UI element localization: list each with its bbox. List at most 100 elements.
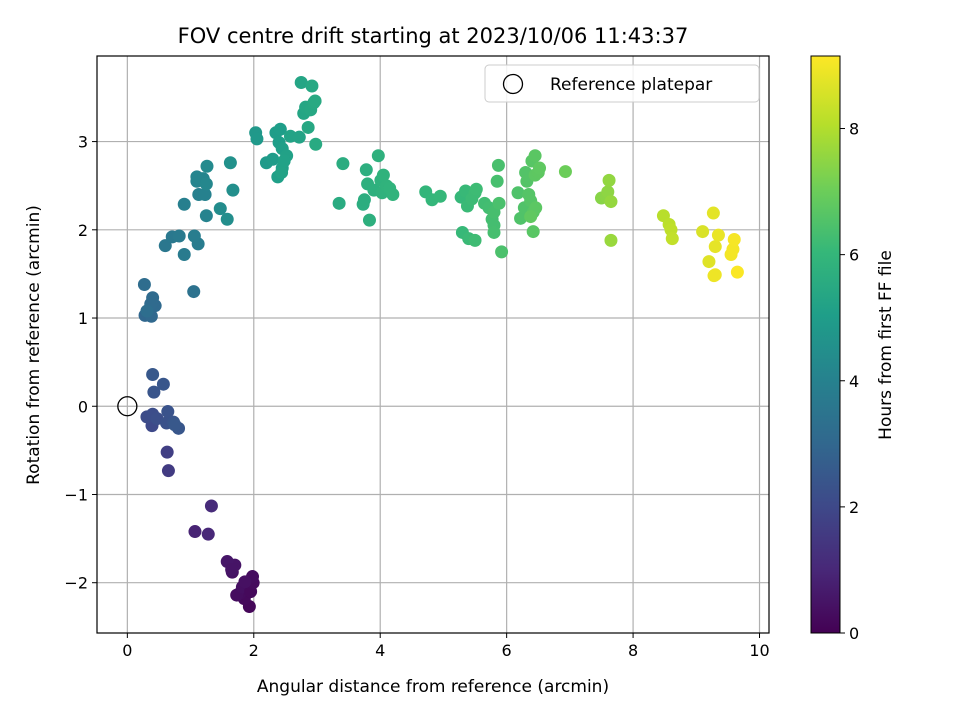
data-point bbox=[204, 499, 218, 513]
data-point bbox=[172, 229, 186, 243]
x-tick-label: 2 bbox=[249, 641, 259, 660]
y-tick-label: 0 bbox=[78, 397, 88, 416]
data-point bbox=[708, 268, 722, 282]
x-tick-label: 0 bbox=[122, 641, 132, 660]
data-point bbox=[177, 248, 191, 262]
data-point bbox=[492, 196, 506, 210]
data-point bbox=[362, 213, 376, 227]
data-point bbox=[147, 385, 161, 399]
data-point bbox=[468, 233, 482, 247]
colorbar-label: Hours from first FF file bbox=[876, 250, 896, 440]
colorbar-tick-label: 0 bbox=[849, 624, 859, 643]
data-point bbox=[526, 225, 540, 239]
data-point bbox=[524, 210, 538, 224]
data-point bbox=[146, 367, 160, 381]
data-point bbox=[226, 183, 240, 197]
data-point bbox=[514, 211, 528, 225]
data-point bbox=[309, 137, 323, 151]
x-axis-ticks: 0 2 4 6 8 10 bbox=[122, 633, 770, 660]
x-tick-label: 10 bbox=[749, 641, 769, 660]
chart-title: FOV centre drift starting at 2023/10/06 … bbox=[178, 24, 689, 48]
data-point bbox=[223, 156, 237, 170]
data-point bbox=[200, 159, 214, 173]
data-point bbox=[469, 182, 483, 196]
data-point bbox=[161, 464, 175, 478]
data-point bbox=[160, 445, 174, 459]
data-point bbox=[188, 525, 202, 539]
data-point bbox=[156, 377, 170, 391]
legend-entry-reference-platepar: Reference platepar bbox=[550, 75, 712, 95]
data-point bbox=[146, 291, 160, 305]
y-tick-label: 3 bbox=[78, 133, 88, 152]
data-point bbox=[357, 193, 371, 207]
data-point bbox=[604, 195, 618, 209]
y-axis-label: Rotation from reference (arcmin) bbox=[24, 205, 44, 485]
colorbar-tick-label: 8 bbox=[849, 120, 859, 139]
plot-frame bbox=[96, 55, 770, 634]
data-point bbox=[558, 165, 572, 179]
data-point bbox=[277, 154, 291, 168]
data-point bbox=[332, 196, 346, 210]
data-point bbox=[495, 245, 509, 259]
data-point bbox=[336, 157, 350, 171]
y-axis-ticks: −2 −1 0 1 2 3 bbox=[64, 133, 97, 593]
colorbar-tick-label: 2 bbox=[849, 498, 859, 517]
data-point bbox=[168, 418, 182, 432]
data-point bbox=[604, 233, 618, 247]
data-point bbox=[225, 562, 239, 576]
data-point bbox=[250, 132, 264, 146]
data-point bbox=[220, 212, 234, 226]
x-tick-label: 8 bbox=[628, 641, 638, 660]
data-point bbox=[708, 240, 722, 254]
data-point bbox=[275, 165, 289, 179]
data-point bbox=[359, 163, 373, 177]
data-point bbox=[187, 285, 201, 299]
data-point bbox=[386, 188, 400, 202]
data-point bbox=[177, 197, 191, 211]
data-point bbox=[273, 122, 287, 136]
data-point bbox=[305, 79, 319, 93]
data-point bbox=[140, 304, 154, 318]
data-point bbox=[665, 232, 679, 246]
data-point bbox=[706, 206, 720, 220]
data-point bbox=[730, 265, 744, 279]
data-point bbox=[528, 149, 542, 163]
colorbar-tick-label: 4 bbox=[849, 372, 859, 391]
y-tick-label: 1 bbox=[78, 309, 88, 328]
y-tick-label: 2 bbox=[78, 221, 88, 240]
colorbar-ticks: 0 2 4 6 8 bbox=[840, 120, 859, 643]
data-point bbox=[371, 149, 385, 163]
data-point bbox=[137, 278, 151, 292]
reference-marker-group bbox=[117, 396, 138, 417]
grid-lines bbox=[97, 56, 769, 633]
data-point bbox=[158, 239, 172, 253]
data-point bbox=[308, 94, 322, 108]
data-point bbox=[696, 225, 710, 239]
data-point bbox=[533, 161, 547, 175]
data-point bbox=[294, 75, 308, 89]
data-point bbox=[490, 174, 504, 188]
data-point bbox=[213, 202, 227, 216]
data-point bbox=[198, 188, 212, 202]
data-point bbox=[702, 255, 716, 269]
x-tick-label: 6 bbox=[502, 641, 512, 660]
legend: Reference platepar bbox=[484, 64, 760, 103]
reference-marker bbox=[117, 396, 138, 417]
legend-reference-marker bbox=[502, 73, 524, 95]
y-tick-label: −2 bbox=[64, 574, 88, 593]
data-point bbox=[201, 527, 215, 541]
data-point bbox=[238, 575, 252, 589]
data-point bbox=[199, 209, 213, 223]
data-point bbox=[266, 152, 280, 166]
data-points bbox=[137, 75, 744, 614]
y-tick-label: −1 bbox=[64, 485, 88, 504]
x-tick-label: 4 bbox=[375, 641, 385, 660]
colorbar-tick-label: 6 bbox=[849, 246, 859, 265]
data-point bbox=[602, 173, 616, 187]
data-point bbox=[199, 177, 213, 191]
data-point bbox=[292, 130, 306, 144]
x-axis-label: Angular distance from reference (arcmin) bbox=[257, 677, 609, 697]
data-point bbox=[711, 228, 725, 242]
data-point bbox=[161, 405, 175, 419]
